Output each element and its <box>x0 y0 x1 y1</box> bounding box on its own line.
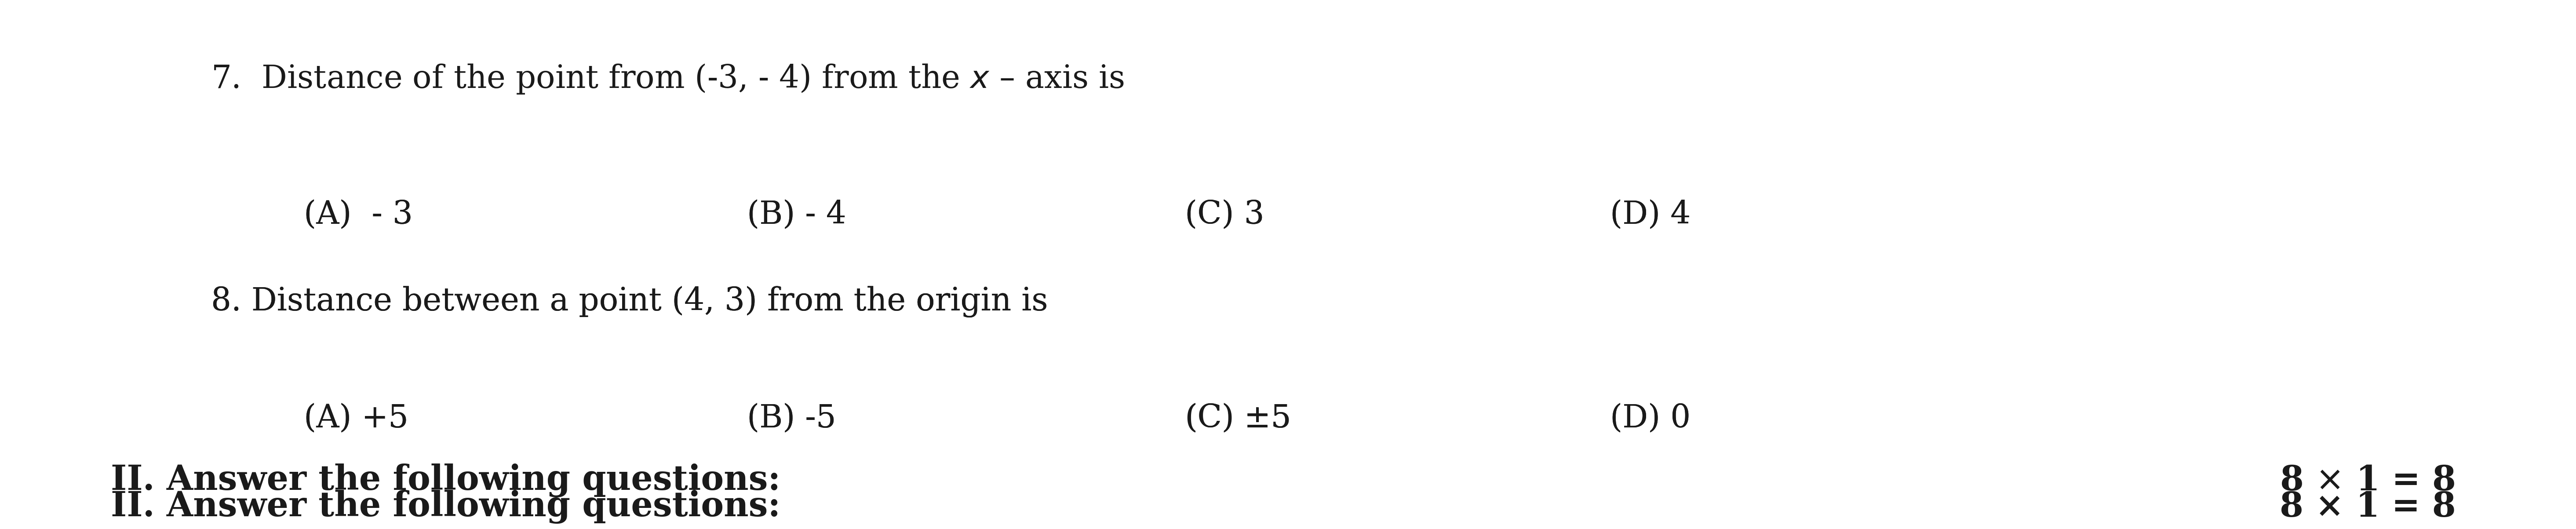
Text: II. Answer the following questions:: II. Answer the following questions: <box>111 463 781 497</box>
Text: (D) 4: (D) 4 <box>1610 199 1690 230</box>
Text: (A) +5: (A) +5 <box>304 403 410 434</box>
Text: (B) -5: (B) -5 <box>747 403 837 434</box>
Text: (B) - 4: (B) - 4 <box>747 199 848 230</box>
Text: 7.  Distance of the point from (-3, - 4) from the $x$ – axis is: 7. Distance of the point from (-3, - 4) … <box>211 62 1123 95</box>
Text: (A)  - 3: (A) - 3 <box>304 199 412 230</box>
Text: (D) 0: (D) 0 <box>1610 403 1690 434</box>
Text: 8 × 1 = 8: 8 × 1 = 8 <box>2280 490 2455 524</box>
Text: (D) 0: (D) 0 <box>1610 403 1690 434</box>
Text: (C) ±5: (C) ±5 <box>1185 403 1291 434</box>
Text: 8 $\times$ 1 = 8: 8 $\times$ 1 = 8 <box>2280 464 2455 497</box>
Text: (D) 4: (D) 4 <box>1610 199 1690 230</box>
Text: (B) -5: (B) -5 <box>747 403 837 434</box>
Text: (A)  - 3: (A) - 3 <box>304 199 412 230</box>
Text: 8. Distance between a point (4, 3) from the origin is: 8. Distance between a point (4, 3) from … <box>211 286 1048 317</box>
Text: (B) - 4: (B) - 4 <box>747 199 848 230</box>
Text: (C) 3: (C) 3 <box>1185 199 1265 230</box>
Text: (C) $\pm$5: (C) $\pm$5 <box>1185 403 1291 434</box>
Text: 8. Distance between a point (4, 3) from the origin is: 8. Distance between a point (4, 3) from … <box>211 286 1048 317</box>
Text: (A) +5: (A) +5 <box>304 403 410 434</box>
Text: (C) 3: (C) 3 <box>1185 199 1265 230</box>
Text: II. Answer the following questions:: II. Answer the following questions: <box>111 490 781 524</box>
